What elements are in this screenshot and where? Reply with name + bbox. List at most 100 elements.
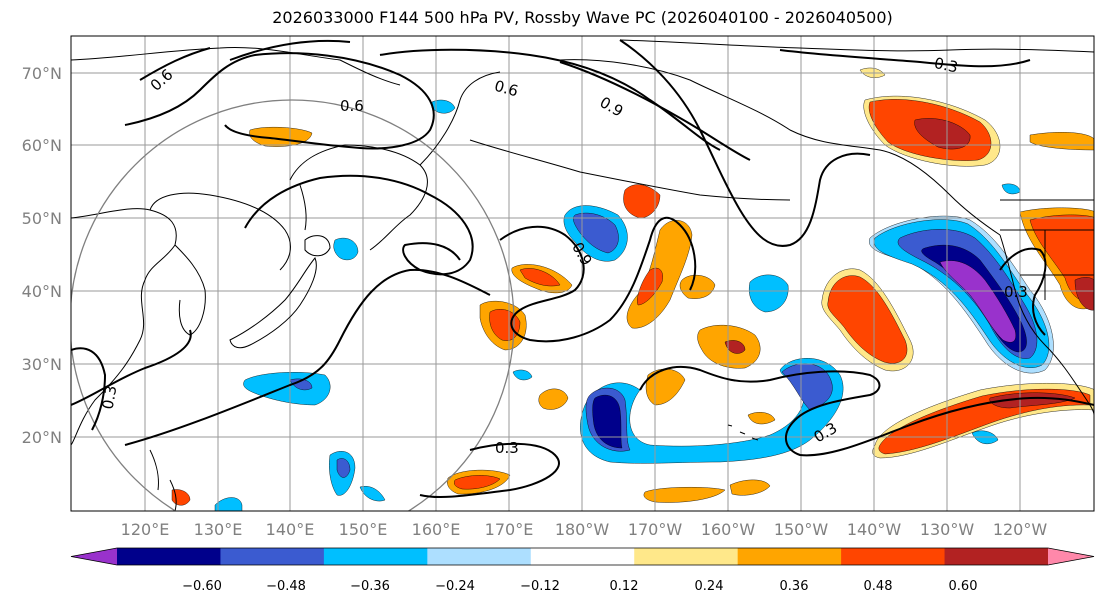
coastline-alaska — [559, 59, 1001, 236]
lon-tick-label: 170°E — [485, 520, 534, 539]
pv-contours — [71, 39, 1094, 499]
anomaly-negative-blob — [749, 274, 789, 313]
contour-line — [244, 174, 474, 276]
anomaly-negative-blob — [289, 378, 313, 391]
lon-tick-label: 150°W — [774, 520, 829, 539]
contour-line — [229, 39, 351, 61]
lon-tick-label: 180°W — [555, 520, 610, 539]
contour-line — [124, 268, 491, 446]
anomaly-positive-blob — [538, 388, 569, 410]
contour-label: 0.3 — [99, 384, 121, 411]
lon-tick-label: 140°W — [847, 520, 902, 539]
contour-line — [124, 52, 435, 150]
lon-tick-label: 160°W — [701, 520, 756, 539]
plot-area: 0.6 0.6 0.6 0.9 0.9 0.3 0.3 0.3 0.3 0.3 — [71, 36, 1094, 511]
coastline-hawaii — [727, 424, 759, 441]
anomaly-positive-central — [827, 275, 908, 364]
coastline-na-west — [999, 234, 1094, 416]
coastline-hokkaido — [304, 235, 331, 257]
coastline-japan — [229, 257, 317, 349]
anomaly-positive-bc — [1074, 277, 1094, 311]
anomaly-positive-blob — [637, 267, 663, 306]
lat-tick-label: 50°N — [22, 209, 62, 228]
anomaly-negative-blob — [336, 458, 351, 478]
anomaly-positive-blob — [724, 340, 746, 354]
anomaly-positive-blob — [643, 487, 726, 503]
coastline-asia — [71, 208, 177, 446]
anomaly-positive-blob — [645, 368, 686, 406]
contour-label: 0.3 — [933, 54, 960, 77]
anomaly-negative-blob — [359, 486, 386, 502]
colorbar-extend-min — [71, 548, 117, 565]
anomaly-positive-blob — [519, 268, 561, 287]
colorbar-segment — [220, 548, 325, 565]
coastline-alaska-north — [619, 39, 1094, 53]
coastline-aleutians — [469, 139, 791, 201]
anomaly-negative-loop — [592, 395, 623, 449]
lat-tick-label: 20°N — [22, 428, 62, 447]
colorbar-segment — [841, 548, 946, 565]
anomaly-positive-gulf — [914, 118, 971, 150]
coastline-sakhalin — [299, 184, 307, 231]
lon-tick-label: 150°E — [339, 520, 388, 539]
contour-line — [499, 216, 697, 343]
anomaly-positive-subtropical — [989, 392, 1076, 409]
anomaly-negative-blob — [214, 497, 243, 511]
lon-tick-label: 170°W — [628, 520, 683, 539]
colorbar-segment — [634, 548, 739, 565]
pv-anomaly-shading — [171, 67, 1094, 511]
lon-tick-label: 130°W — [920, 520, 975, 539]
contour-label: 0.6 — [492, 77, 520, 101]
colorbar-segment — [117, 548, 221, 565]
coastline-okhotsk — [289, 144, 428, 251]
colorbar-tick-label: −0.36 — [350, 579, 390, 594]
contour-label: 0.3 — [495, 439, 519, 457]
anomaly-negative-blob — [243, 372, 331, 406]
lon-tick-label: 140°E — [266, 520, 315, 539]
anomaly-positive-blob — [623, 184, 661, 219]
lat-tick-label: 60°N — [22, 136, 62, 155]
colorbar-tick-labels: −0.60 −0.48 −0.36 −0.24 −0.12 0.12 0.24 … — [182, 579, 977, 594]
plot-frame — [70, 35, 1095, 512]
colorbar-segment — [530, 548, 635, 565]
contour-line — [379, 48, 721, 151]
coastline-kamchatka — [419, 71, 501, 166]
anomaly-negative-blob — [333, 237, 359, 261]
lat-axis: 70°N 60°N 50°N 40°N 30°N 20°N — [22, 64, 62, 447]
colorbar-tick-label: 0.36 — [780, 579, 809, 594]
contour-label: 0.6 — [340, 97, 364, 115]
contour-line — [639, 365, 1094, 457]
contour-line — [139, 47, 211, 81]
colorbar-tick-label: 0.12 — [610, 579, 639, 594]
coastline-philippines — [149, 449, 177, 511]
colorbar-segment — [944, 548, 1049, 565]
lon-tick-label: 160°E — [412, 520, 461, 539]
contour-line — [71, 347, 107, 431]
contour-line — [419, 442, 560, 499]
anomaly-positive-blob — [454, 475, 501, 490]
contour-line — [999, 247, 1047, 336]
contour-line — [559, 61, 751, 161]
contour-line — [619, 39, 871, 247]
colorbar-tick-label: −0.24 — [435, 579, 475, 594]
lon-tick-label: 130°E — [194, 520, 243, 539]
contour-label: 0.3 — [1004, 283, 1028, 301]
colorbar-segment — [323, 548, 428, 565]
coastlines — [71, 39, 1094, 511]
coastline-china-north — [149, 192, 291, 271]
colorbar-extend-max — [1048, 548, 1094, 565]
colorbar-outline — [70, 547, 1095, 566]
colorbar-segment — [737, 548, 842, 565]
colorbar-segment — [427, 548, 532, 565]
colorbar-tick-label: −0.12 — [520, 579, 560, 594]
colorbar-tick-label: −0.48 — [266, 579, 306, 594]
contour-line — [779, 49, 1031, 68]
colorbar-tick-label: 0.60 — [949, 579, 978, 594]
colorbar-tick-label: −0.60 — [182, 579, 222, 594]
lat-tick-label: 30°N — [22, 355, 62, 374]
colorbar — [70, 547, 1095, 566]
anomaly-negative-coast — [939, 260, 1016, 343]
lat-tick-label: 40°N — [22, 282, 62, 301]
lat-tick-label: 70°N — [22, 64, 62, 83]
